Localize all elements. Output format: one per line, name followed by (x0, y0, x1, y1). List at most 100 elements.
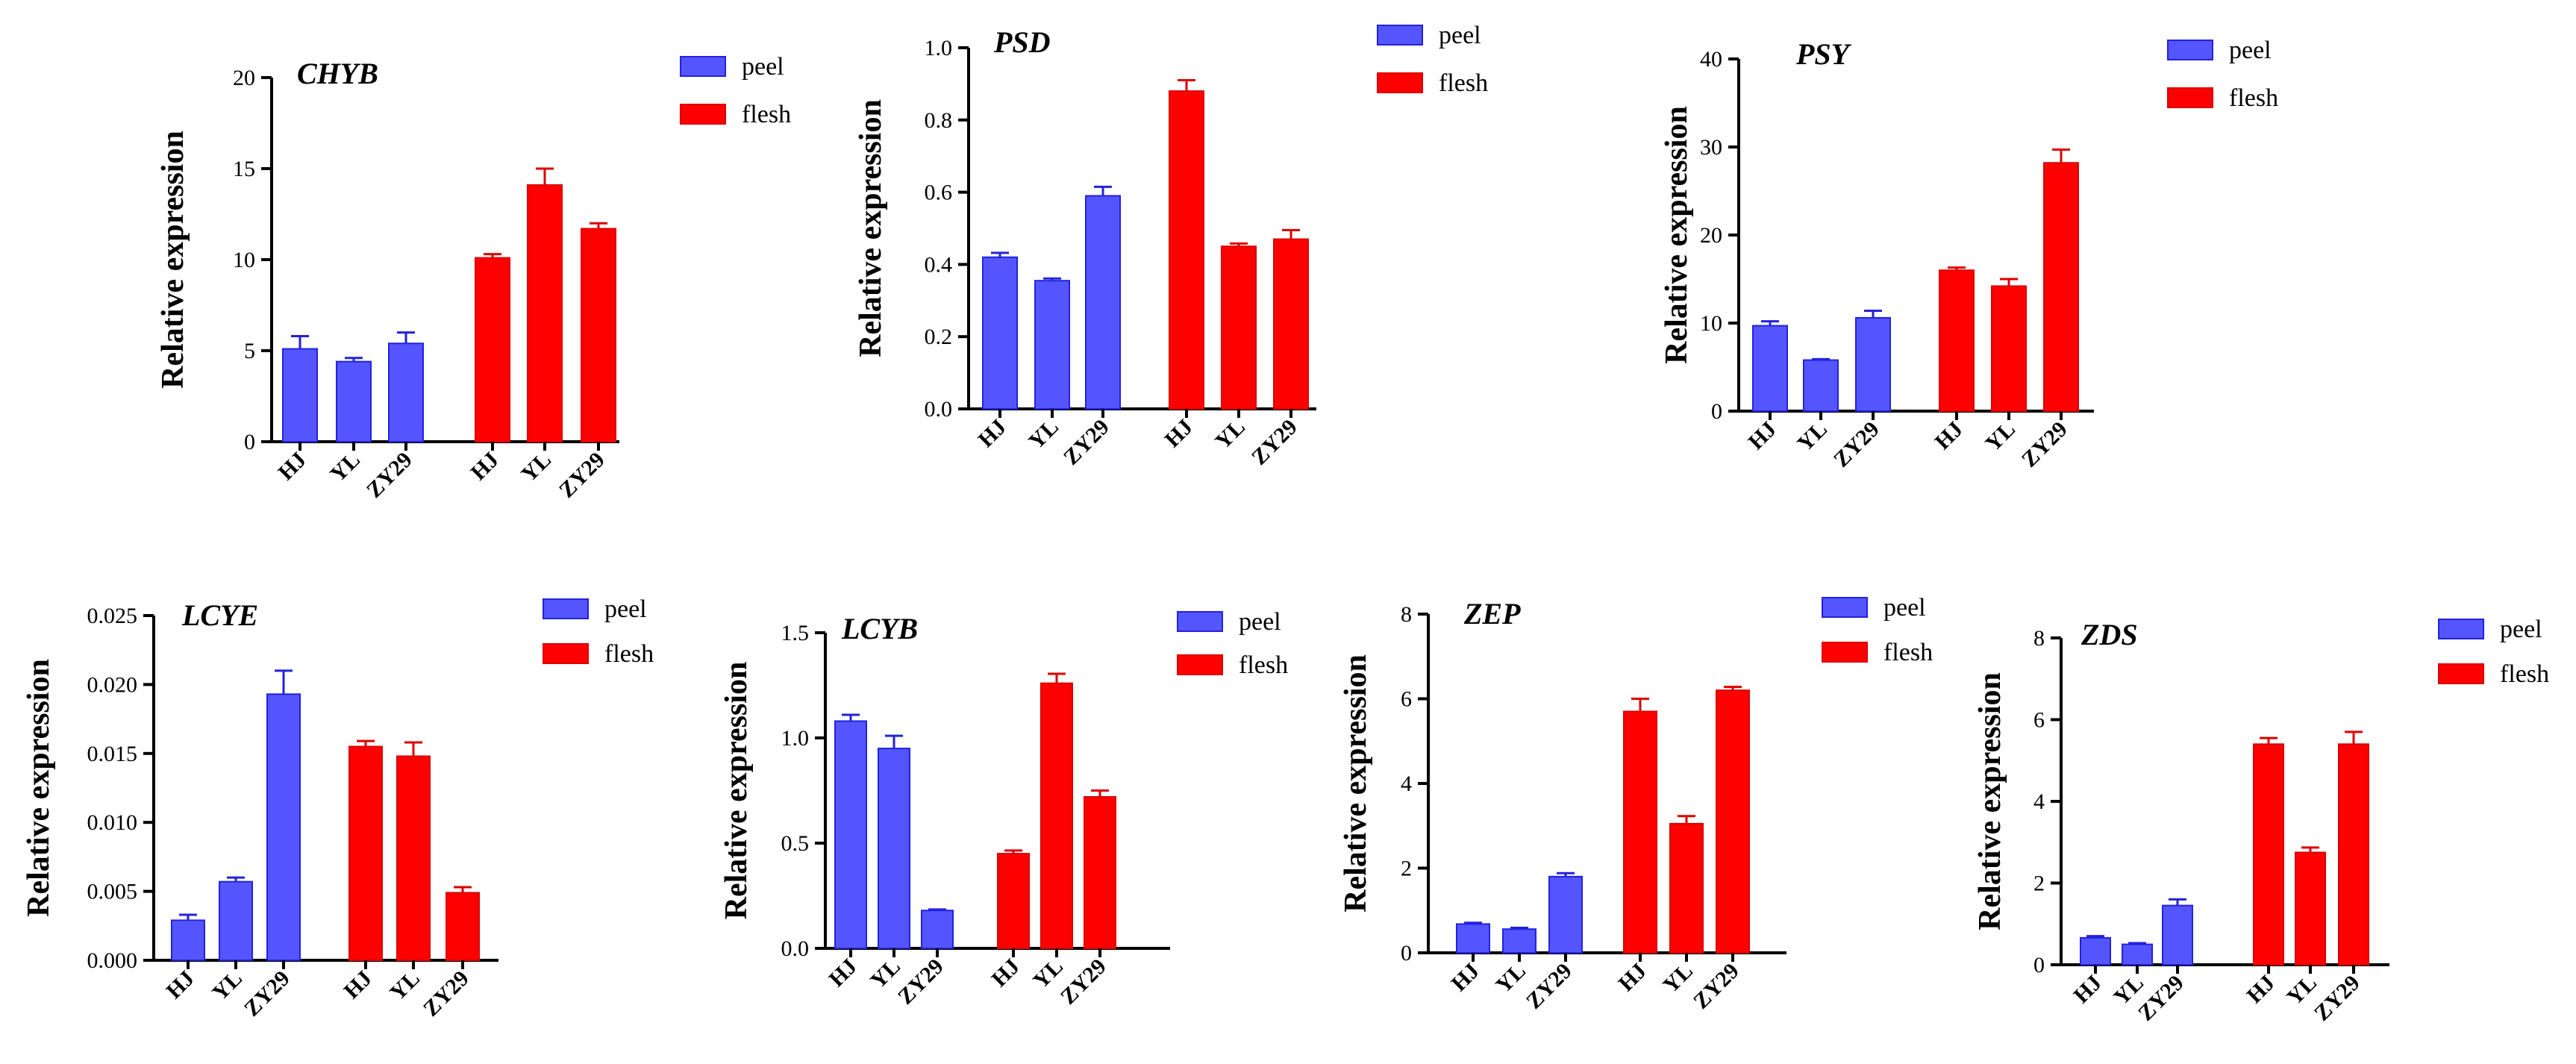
x-tick-label: ZY29 (2017, 417, 2072, 472)
chart-panel-lcye: 0.000 0.005 0.010 0.015 0.020 0.025 Relative e… (22, 595, 654, 1021)
bar-flesh (527, 184, 563, 443)
bar-flesh (2253, 743, 2284, 966)
y-tick-label: 0.8 (925, 108, 953, 133)
y-tick-label: 6 (1401, 687, 1412, 712)
y-tick-label: 10 (233, 248, 255, 272)
bar-flesh (1716, 689, 1750, 954)
x-tick-label: ZY29 (2310, 971, 2365, 1026)
legend-swatch-peel (2438, 619, 2484, 639)
x-tick-label: ZY29 (362, 448, 417, 503)
x-tick-label: ZY29 (1689, 959, 1744, 1014)
y-axis-label: Relative expression (854, 99, 888, 357)
y-tick-label: 0.010 (87, 810, 138, 835)
x-tick-label: ZY29 (240, 966, 295, 1021)
y-axis-label: Relative expression (22, 659, 56, 917)
y-tick-label: 0 (1401, 941, 1412, 966)
y-tick-label: 2 (2033, 871, 2045, 896)
y-tick-label: 20 (1700, 223, 1722, 248)
bar-peel (1855, 316, 1891, 413)
bar-peel (921, 910, 954, 949)
x-tick-label: HJ (1931, 417, 1968, 454)
legend-swatch-flesh (2438, 663, 2484, 684)
y-tick-label: 30 (1700, 135, 1722, 160)
chart-panel-psd: 0.0 0.2 0.4 0.6 0.8 1.0 Relative expression PSD… (854, 22, 1488, 470)
y-tick-label: 40 (1700, 47, 1722, 72)
x-tick-label: HJ (162, 966, 199, 1004)
legend: peel flesh (2167, 37, 2278, 112)
x-tick-label: HJ (974, 415, 1011, 452)
legend: peel flesh (1177, 608, 1288, 679)
bar-flesh (396, 755, 431, 961)
legend: peel flesh (2438, 616, 2549, 688)
legend-swatch-flesh (1177, 654, 1223, 675)
chart-title: ZEP (1463, 597, 1521, 630)
y-tick-label: 0.000 (87, 948, 138, 973)
bar-peel (282, 348, 318, 442)
y-tick-label: 0.0 (925, 397, 953, 422)
legend-swatch-flesh (2167, 87, 2213, 108)
chart-title: PSY (1795, 37, 1852, 71)
legend-swatch-flesh (680, 104, 726, 125)
y-tick-label: 0.2 (925, 325, 953, 349)
bar-peel (1456, 923, 1490, 954)
bar-flesh (1169, 90, 1204, 410)
legend: peel flesh (1822, 594, 1933, 666)
bar-peel (2122, 943, 2153, 966)
y-tick-label: 0.025 (87, 604, 138, 628)
bar-peel (219, 880, 253, 961)
bar-peel (171, 919, 205, 961)
bar-peel (982, 256, 1018, 410)
bar-peel (2162, 904, 2193, 966)
bar-peel (1502, 928, 1536, 954)
y-tick-label: 8 (1401, 602, 1412, 627)
chart-title: LCYB (841, 612, 918, 645)
legend-swatch-peel (1822, 597, 1868, 618)
y-tick-label: 15 (233, 157, 255, 181)
legend-label-peel: peel (742, 53, 784, 81)
bar-peel (878, 748, 910, 949)
bar-peel (1803, 359, 1839, 412)
x-tick-label: HJ (1160, 415, 1198, 452)
y-axis-label: Relative expression (719, 662, 754, 920)
legend-label-flesh: flesh (2500, 660, 2549, 688)
chart-title: ZDS (2081, 618, 2138, 651)
bar-peel (388, 342, 424, 442)
y-tick-label: 1.5 (781, 621, 810, 645)
x-tick-label: YL (1210, 415, 1250, 454)
y-axis-label: Relative expression (1339, 654, 1373, 913)
x-tick-label: ZY29 (1522, 959, 1577, 1014)
bar-flesh (1084, 795, 1116, 949)
y-tick-label: 20 (233, 66, 255, 90)
bar-flesh (2295, 851, 2326, 966)
bar-flesh (1939, 269, 1975, 413)
x-tick-label: HJ (1614, 959, 1651, 996)
y-tick-label: 0.6 (925, 181, 953, 205)
y-tick-label: 0.020 (87, 672, 138, 697)
legend-label-flesh: flesh (2229, 84, 2278, 112)
legend-label-peel: peel (2229, 37, 2272, 64)
x-tick-label: ZY29 (1056, 954, 1111, 1010)
y-axis-label: Relative expression (156, 131, 190, 389)
legend: peel flesh (543, 595, 654, 668)
bar-flesh (1669, 822, 1704, 954)
x-tick-label: YL (516, 448, 556, 487)
y-axis-label: Relative expression (1973, 672, 2007, 930)
bar-flesh (997, 853, 1030, 949)
bar-flesh (1991, 285, 2027, 412)
chart-title: LCYE (181, 598, 258, 632)
x-tick-label: ZY29 (1059, 415, 1114, 470)
x-tick-label: YL (1792, 417, 1832, 457)
bar-peel (834, 720, 867, 949)
bar-flesh (475, 257, 510, 442)
x-tick-label: YL (1024, 415, 1063, 454)
y-tick-label: 10 (1700, 311, 1722, 336)
bar-flesh (1623, 710, 1657, 954)
y-tick-label: 0 (1711, 399, 1722, 424)
legend: peel flesh (680, 53, 791, 128)
bar-flesh (348, 745, 383, 961)
legend: peel flesh (1377, 22, 1488, 97)
y-axis-label: Relative expression (1660, 106, 1694, 364)
x-tick-label: HJ (987, 954, 1025, 992)
